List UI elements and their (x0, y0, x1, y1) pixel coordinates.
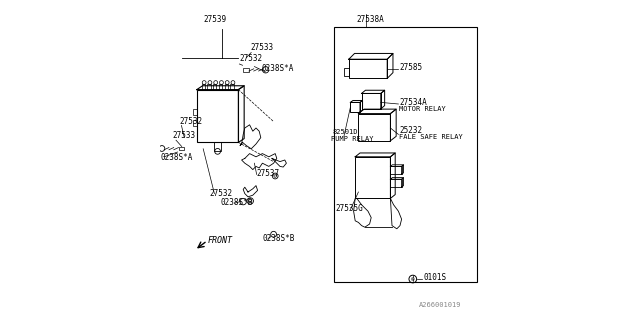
Bar (225, 84, 228, 90)
Text: 27532: 27532 (179, 117, 202, 126)
Text: 27539: 27539 (204, 15, 227, 24)
Bar (179, 147, 184, 150)
Bar (351, 102, 360, 112)
Text: PUMP RELAY: PUMP RELAY (332, 136, 374, 142)
Bar (193, 109, 197, 115)
Bar (214, 142, 221, 151)
Bar (362, 93, 381, 109)
Text: 27538A: 27538A (357, 15, 385, 24)
Bar (334, 27, 477, 282)
Bar (355, 157, 390, 198)
Text: 0101S: 0101S (423, 273, 446, 282)
Bar (202, 84, 205, 90)
Text: 27533: 27533 (172, 131, 195, 140)
Text: 0238S*B: 0238S*B (262, 234, 295, 243)
Bar (390, 179, 402, 187)
Text: FRONT: FRONT (207, 236, 232, 245)
Bar (193, 120, 197, 126)
Text: 27585: 27585 (399, 63, 422, 72)
Bar (243, 68, 249, 72)
Text: 27533: 27533 (251, 43, 274, 52)
Text: 27535G: 27535G (335, 204, 363, 212)
Text: 0238S*A: 0238S*A (161, 153, 193, 162)
Circle shape (412, 277, 415, 281)
Text: 27534A: 27534A (399, 98, 427, 107)
Bar (197, 90, 239, 142)
Text: 27532: 27532 (210, 189, 233, 198)
Bar (358, 114, 390, 141)
Bar (230, 84, 234, 90)
Text: MOTOR RELAY: MOTOR RELAY (399, 106, 446, 112)
Text: 25232: 25232 (399, 126, 422, 135)
Bar (219, 84, 222, 90)
Text: A266001019: A266001019 (419, 302, 461, 308)
Bar (349, 59, 387, 78)
Text: FALE SAFE RELAY: FALE SAFE RELAY (399, 134, 463, 140)
Bar (344, 68, 349, 76)
Bar (213, 84, 216, 90)
Text: 27537: 27537 (257, 169, 280, 178)
Text: 82501D: 82501D (333, 129, 358, 135)
Bar (207, 84, 211, 90)
Text: 0238S*A: 0238S*A (262, 64, 294, 73)
Text: 0238S*B: 0238S*B (221, 198, 253, 207)
Bar (390, 166, 402, 174)
Text: 27532: 27532 (239, 54, 262, 63)
